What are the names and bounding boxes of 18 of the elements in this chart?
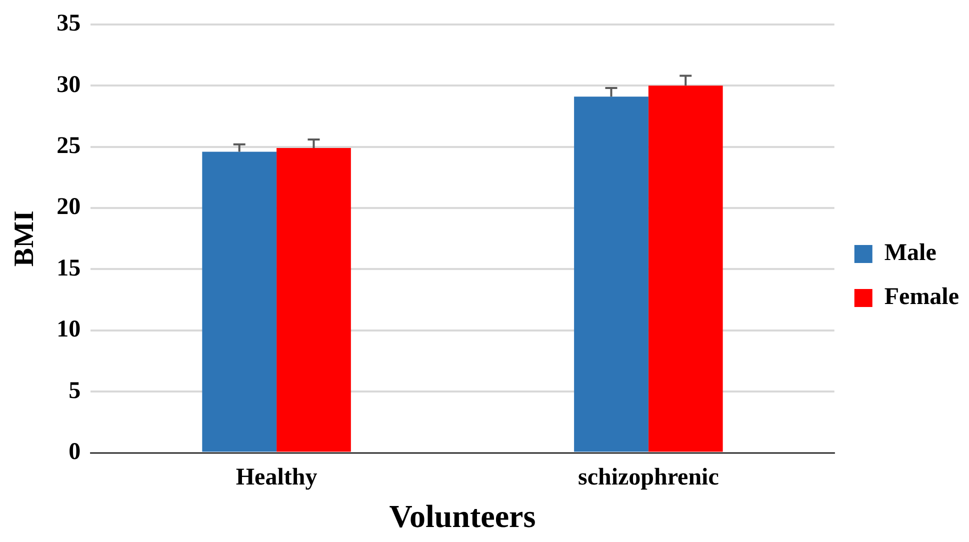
bar [648, 86, 723, 452]
y-tick-label: 30 [56, 72, 81, 98]
legend-label: Female [884, 284, 960, 310]
y-tick-label: 5 [68, 378, 81, 404]
y-tick-label: 0 [68, 439, 81, 466]
y-axis-title: BMI [9, 210, 40, 267]
y-tick-label: 15 [56, 255, 81, 282]
legend-label: Male [884, 240, 937, 266]
x-tick-label: Healthy [236, 464, 318, 490]
y-tick-label: 35 [56, 10, 81, 37]
y-tick-label: 10 [56, 316, 81, 343]
bar [276, 148, 351, 452]
y-tick-label: 20 [56, 194, 81, 220]
y-tick-label: 25 [56, 133, 81, 160]
bar [202, 152, 277, 452]
x-axis-title: Volunteers [389, 498, 536, 534]
bar [574, 96, 648, 452]
x-tick-label: schizophrenic [578, 464, 720, 490]
